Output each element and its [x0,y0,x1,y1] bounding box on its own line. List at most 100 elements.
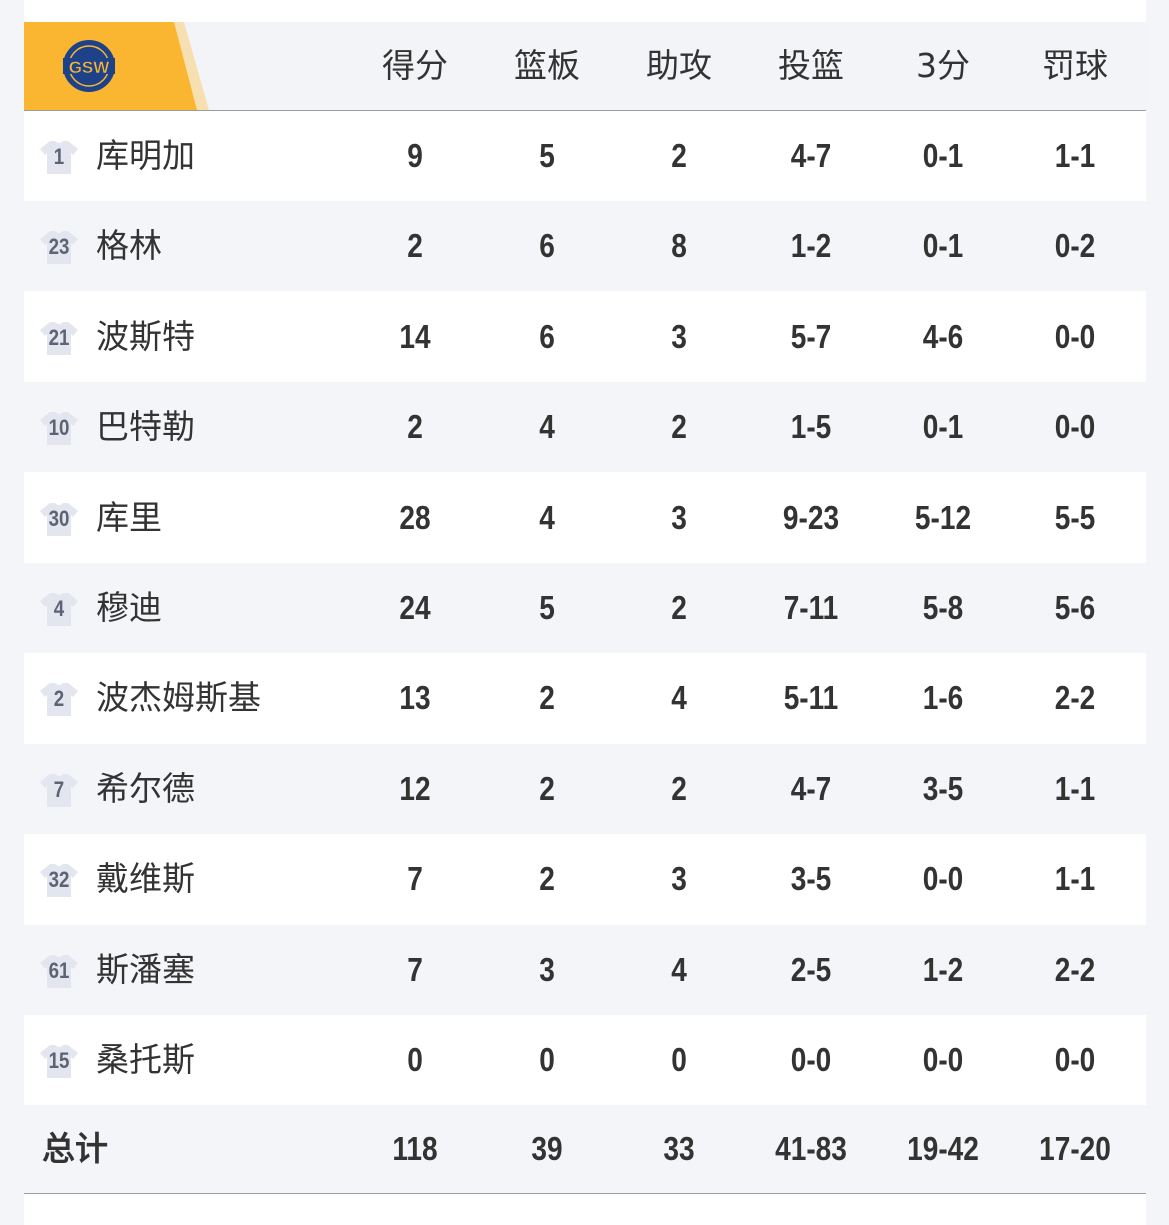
column-header-rebounds[interactable]: 篮板 [514,46,580,85]
stat-free-throws: 5-5 [1054,498,1096,536]
stat-free-throws: 1-1 [1054,769,1096,807]
stat-free-throws: 0-0 [1054,317,1096,355]
player-name[interactable]: 桑托斯 [96,1040,195,1079]
player-row[interactable]: 21 波斯特 14 6 3 5-7 4-6 0-0 [24,292,1146,382]
jersey-icon: 7 [38,772,80,808]
stat-three-pointers: 0-0 [922,860,964,898]
total-rebounds: 39 [531,1130,563,1167]
table-header: GSW 得分 篮板 助攻 投篮 3分 罚球 [24,22,1146,111]
stat-rebounds: 4 [539,498,555,536]
stat-three-pointers: 4-6 [922,317,964,355]
stat-rebounds: 2 [539,679,555,717]
stat-assists: 4 [671,679,687,717]
stat-assists: 4 [671,950,687,988]
player-name[interactable]: 波杰姆斯基 [96,678,261,718]
total-row: 总计 118 39 33 41-83 19-42 17-20 [24,1105,1146,1194]
player-row[interactable]: 10 巴特勒 2 4 2 1-5 0-1 0-0 [24,382,1146,473]
player-name[interactable]: 巴特勒 [96,407,195,447]
stat-free-throws: 2-2 [1054,950,1096,988]
stat-three-pointers: 5-8 [922,589,964,626]
stat-three-pointers: 0-1 [922,227,964,265]
jersey-number: 23 [48,234,70,260]
stat-rebounds: 2 [539,860,555,898]
jersey-number: 4 [53,596,65,621]
stat-three-pointers: 0-0 [922,1041,964,1078]
jersey-icon: 30 [38,501,80,537]
player-name[interactable]: 希尔德 [96,768,195,808]
player-row[interactable]: 2 波杰姆斯基 13 2 4 5-11 1-6 2-2 [24,653,1146,743]
stat-field-goals: 1-5 [790,408,832,446]
player-row[interactable]: 32 戴维斯 7 2 3 3-5 0-0 1-1 [24,834,1146,924]
player-name[interactable]: 波斯特 [96,316,195,356]
stat-free-throws: 0-2 [1054,227,1096,265]
stat-field-goals: 5-11 [783,679,839,717]
jersey-number: 7 [53,776,65,802]
jersey-icon: 32 [38,862,80,898]
column-header-free-throws[interactable]: 罚球 [1042,46,1108,85]
jersey-icon: 2 [38,681,80,717]
stat-field-goals: 4-7 [790,137,832,174]
jersey-icon: 23 [38,229,80,265]
stat-rebounds: 3 [539,950,555,988]
stat-field-goals: 4-7 [790,769,832,807]
player-row[interactable]: 30 库里 28 4 3 9-23 5-12 5-5 [24,473,1146,564]
stat-points: 9 [407,137,423,174]
player-row[interactable]: 4 穆迪 24 5 2 7-11 5-8 5-6 [24,563,1146,653]
stat-assists: 3 [671,317,687,355]
stat-free-throws: 1-1 [1054,137,1096,174]
stat-points: 14 [399,317,431,355]
player-row[interactable]: 23 格林 2 6 8 1-2 0-1 0-2 [24,201,1146,292]
stat-three-pointers: 5-12 [914,498,972,536]
player-name[interactable]: 库里 [96,497,162,537]
total-assists: 33 [663,1130,695,1167]
total-label: 总计 [42,1129,108,1168]
stat-assists: 3 [671,860,687,898]
stat-points: 0 [407,1041,423,1078]
stat-field-goals: 3-5 [790,860,832,898]
stat-assists: 2 [671,408,687,446]
jersey-number: 1 [53,144,65,169]
stat-assists: 2 [671,769,687,807]
player-name[interactable]: 库明加 [96,136,195,175]
column-header-field-goals[interactable]: 投篮 [778,46,844,85]
player-row[interactable]: 7 希尔德 12 2 2 4-7 3-5 1-1 [24,743,1146,834]
stat-free-throws: 0-0 [1054,1041,1096,1078]
stat-field-goals: 0-0 [790,1041,832,1078]
jersey-number: 61 [48,957,70,983]
stat-rebounds: 2 [539,769,555,807]
total-points: 118 [392,1130,438,1167]
stat-free-throws: 2-2 [1054,679,1096,717]
stat-field-goals: 7-11 [783,589,839,626]
stat-rebounds: 6 [539,227,555,265]
stat-points: 7 [407,950,423,988]
column-header-assists[interactable]: 助攻 [646,46,712,85]
stat-points: 28 [399,498,431,536]
column-header-three-pointers[interactable]: 3分 [916,46,970,85]
stat-assists: 2 [671,137,687,174]
player-name[interactable]: 斯潘塞 [96,949,195,989]
team-logo: GSW [61,38,117,94]
jersey-number: 2 [53,686,65,712]
player-row[interactable]: 61 斯潘塞 7 3 4 2-5 1-2 2-2 [24,924,1146,1015]
player-name[interactable]: 戴维斯 [96,859,195,899]
player-name[interactable]: 格林 [96,226,162,266]
jersey-icon: 10 [38,410,80,446]
team-tab: GSW [24,22,224,110]
player-row[interactable]: 15 桑托斯 0 0 0 0-0 0-0 0-0 [24,1015,1146,1105]
stat-assists: 2 [671,589,687,626]
stat-free-throws: 0-0 [1054,408,1096,446]
stat-points: 12 [399,769,431,807]
jersey-icon: 1 [38,139,80,175]
jersey-number: 30 [48,505,70,531]
stat-rebounds: 0 [539,1041,555,1078]
svg-text:GSW: GSW [69,58,111,77]
player-name[interactable]: 穆迪 [96,588,162,627]
total-three-pointers: 19-42 [907,1130,979,1167]
stat-field-goals: 1-2 [790,227,832,265]
stat-points: 2 [407,408,423,446]
jersey-number: 32 [48,867,70,893]
column-header-points[interactable]: 得分 [382,46,448,85]
player-row[interactable]: 1 库明加 9 5 2 4-7 0-1 1-1 [24,111,1146,201]
stat-three-pointers: 1-6 [922,679,964,717]
total-free-throws: 17-20 [1039,1130,1111,1167]
